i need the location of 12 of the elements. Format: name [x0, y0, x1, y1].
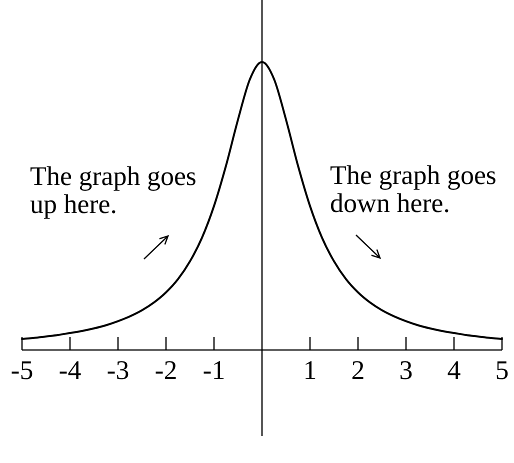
x-tick-label: 1: [303, 355, 317, 385]
x-tick-label: -5: [10, 355, 34, 385]
annotation: The graph goes up here.: [30, 161, 196, 219]
x-tick-label: 5: [495, 355, 509, 385]
x-tick-label: -1: [202, 355, 226, 385]
x-tick-label: -4: [58, 355, 82, 385]
x-tick-label: -2: [154, 355, 178, 385]
x-tick-label: -3: [106, 355, 130, 385]
x-tick-label: 4: [447, 355, 462, 385]
annotation: The graph goes down here.: [330, 160, 496, 218]
x-tick-label: 2: [351, 355, 365, 385]
x-tick-label: 3: [399, 355, 413, 385]
